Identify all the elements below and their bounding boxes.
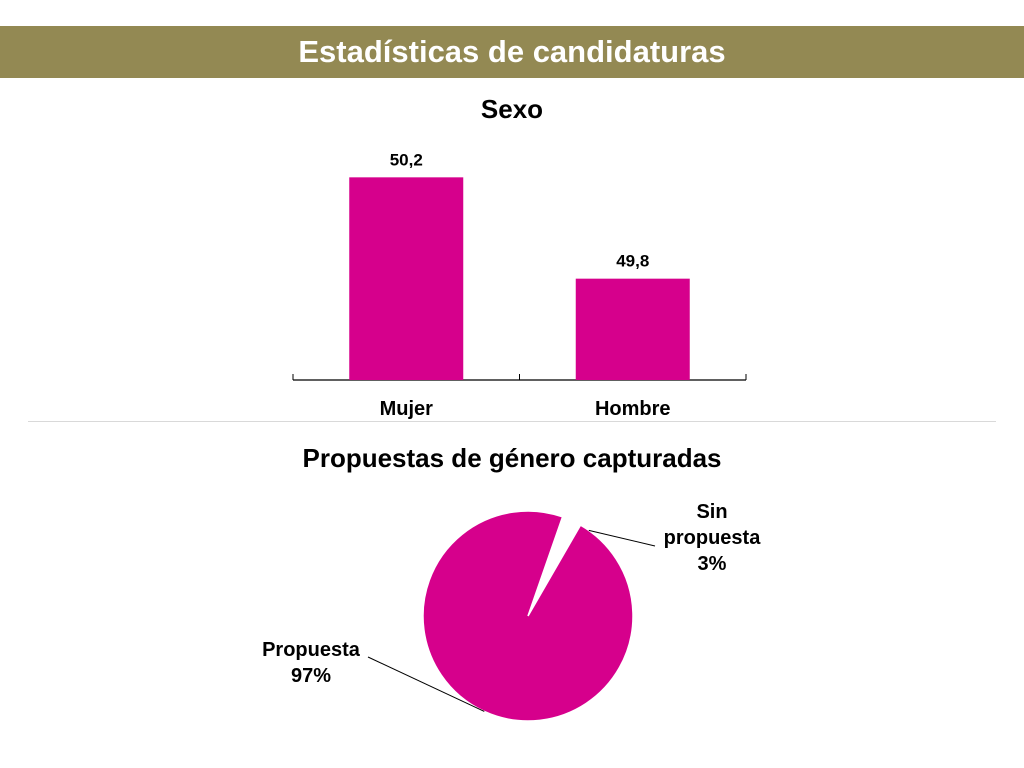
pie-label: 3% — [698, 553, 727, 575]
header-banner: Estadísticas de candidaturas — [0, 26, 1024, 78]
pie-label: propuesta — [664, 527, 762, 549]
pie-label: Propuesta — [262, 639, 361, 661]
bar-mujer — [349, 177, 464, 380]
bar-value-label: 50,2 — [390, 150, 423, 169]
section-divider — [28, 421, 996, 422]
pie-data-labels: Sin propuesta 3% Propuesta 97% — [262, 501, 762, 712]
pie-slice-propuesta — [422, 510, 634, 722]
bar-category-label: Hombre — [595, 398, 671, 420]
bar-category-labels: Mujer Hombre — [380, 398, 671, 420]
pie-label: 97% — [291, 665, 331, 687]
pie-chart-title: Propuestas de género capturadas — [302, 443, 721, 473]
bar-series — [349, 177, 690, 380]
bar-value-label: 49,8 — [616, 252, 649, 271]
pie-label: Sin — [696, 501, 727, 523]
bar-chart-title: Sexo — [481, 94, 543, 124]
page-title: Estadísticas de candidaturas — [298, 34, 726, 69]
bar-data-labels: 50,2 49,8 — [390, 150, 650, 270]
pie-leader-line — [588, 529, 656, 547]
pie-leader-line — [367, 656, 485, 712]
bar-category-label: Mujer — [380, 398, 434, 420]
pie-series — [422, 510, 634, 722]
bar-hombre — [575, 278, 690, 380]
